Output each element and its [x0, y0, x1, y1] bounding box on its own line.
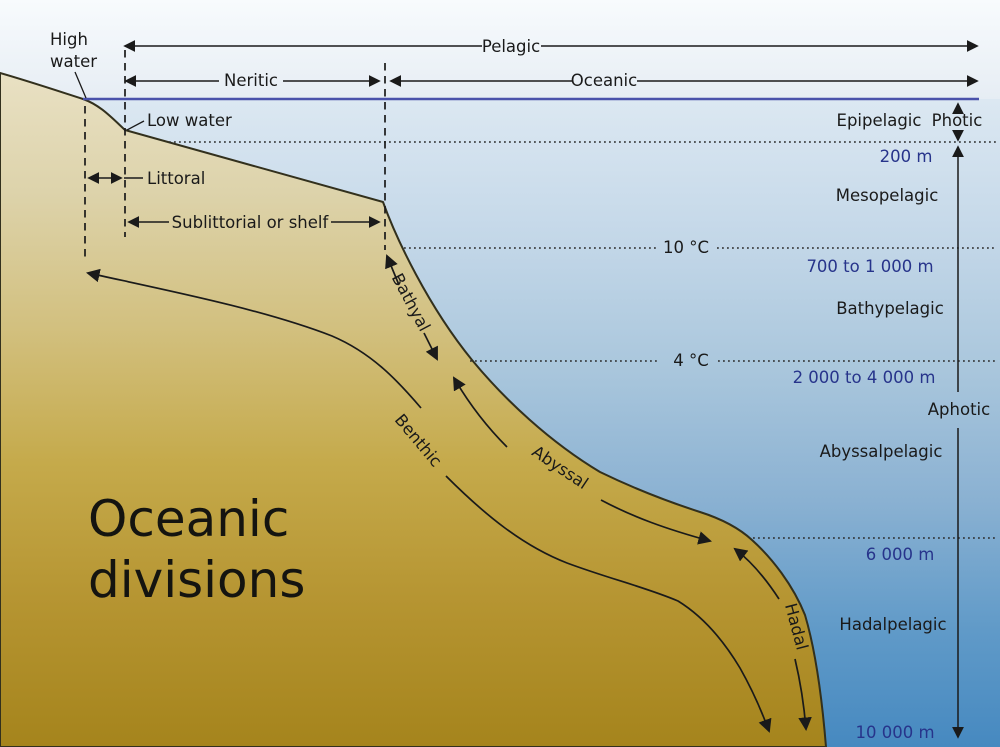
depth-labels: 200 m 700 to 1 000 m 2 000 to 4 000 m 6 …: [793, 147, 936, 742]
benthic-zone-arrows: [86, 254, 812, 733]
benthic-curve-lower: [445, 475, 772, 733]
seafloor-land-profile: [0, 72, 827, 747]
depth-200m-label: 200 m: [880, 147, 933, 166]
neritic-label: Neritic: [224, 71, 278, 90]
littoral-label: Littoral: [147, 169, 205, 188]
depth-6000m-label: 6 000 m: [866, 545, 935, 564]
hadal-arrow-upper: [733, 547, 780, 600]
low-water-pointer-line: [126, 120, 145, 131]
bathypelagic-label: Bathypelagic: [836, 299, 944, 318]
sky-background: [0, 0, 1000, 100]
low-water-label: Low water: [147, 111, 232, 130]
depth-boundary-lines: [169, 141, 996, 539]
depth-700-1000m-label: 700 to 1 000 m: [806, 257, 933, 276]
diagram-title-line2: divisions: [88, 551, 305, 609]
bathyal-arrow-upper: [385, 254, 400, 286]
abyssal-arrow-lower: [600, 499, 712, 545]
mesopelagic-label: Mesopelagic: [836, 186, 939, 205]
hadal-arrow-lower: [794, 658, 812, 732]
bathyal-arrow-lower: [423, 332, 438, 361]
temp-10c-label: 10 °C: [663, 238, 709, 257]
measurement-arrows: [87, 40, 979, 228]
depth-10000m-label: 10 000 m: [855, 723, 934, 742]
depth-2000-4000m-label: 2 000 to 4 000 m: [793, 368, 936, 387]
abyssal-arrow-upper: [452, 376, 508, 448]
temp-4c-label: 4 °C: [673, 351, 709, 370]
benthic-curve-upper: [86, 268, 422, 409]
aphotic-label: Aphotic: [928, 400, 990, 419]
diagram-title-line1: Oceanic: [88, 490, 289, 548]
high-water-label-line2: water: [50, 52, 97, 71]
sublittoral-label: Sublittorial or shelf: [172, 213, 330, 232]
photic-label: Photic: [932, 111, 983, 130]
high-water-pointer-line: [74, 71, 87, 99]
abyssalpelagic-label: Abyssalpelagic: [820, 442, 943, 461]
pelagic-label: Pelagic: [482, 37, 540, 56]
epipelagic-label: Epipelagic: [837, 111, 922, 130]
oceanic-label: Oceanic: [571, 71, 637, 90]
hadalpelagic-label: Hadalpelagic: [839, 615, 946, 634]
high-water-label-line1: High: [50, 30, 88, 49]
